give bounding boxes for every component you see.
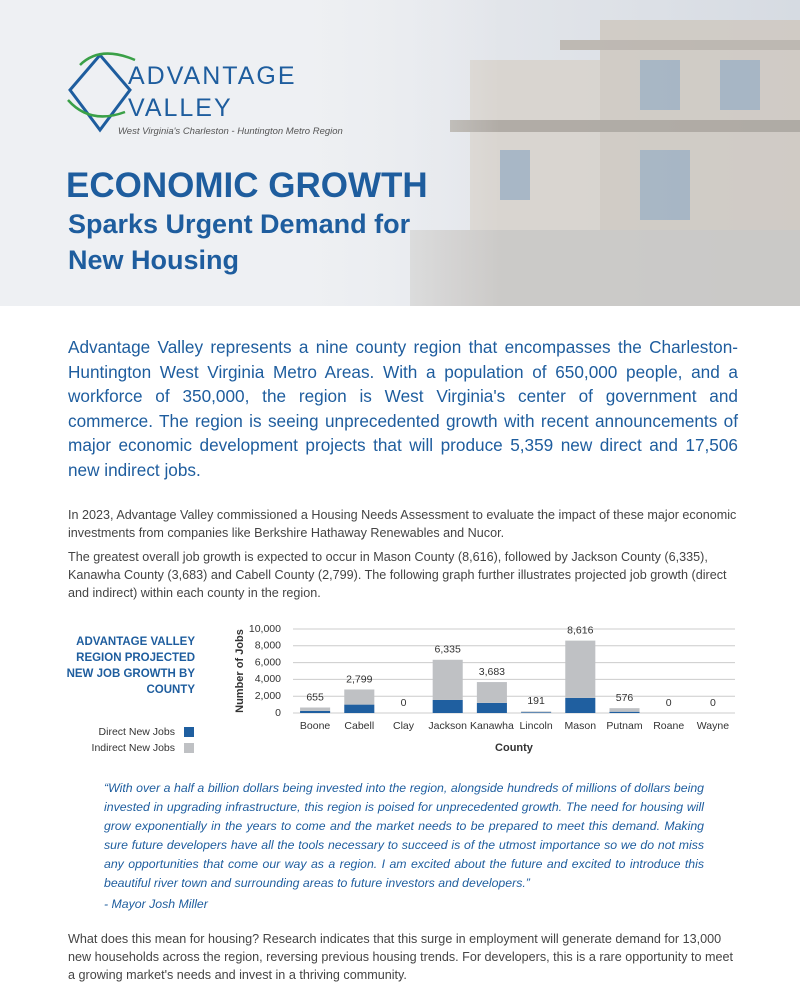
header-art <box>0 0 800 306</box>
closing: What does this mean for housing? Researc… <box>68 932 734 982</box>
title: ECONOMIC GROWTH <box>66 166 428 205</box>
bar-segment <box>476 702 507 713</box>
paragraph: The greatest overall job growth is expec… <box>68 550 727 600</box>
total-label: 0 <box>401 697 407 709</box>
x-axis-title: County <box>495 742 534 754</box>
bar-segment <box>521 712 552 713</box>
x-tick-label: Putnam <box>606 720 642 732</box>
chart-title: ADVANTAGE VALLEY REGION PROJECTED NEW JO… <box>66 636 195 696</box>
bar-segment <box>609 708 640 712</box>
logo-tagline: West Virginia's Charleston - Huntington … <box>118 126 343 137</box>
bar-segment <box>300 710 331 713</box>
paragraph: In 2023, Advantage Valley commissioned a… <box>68 508 737 540</box>
bar-segment <box>344 704 375 713</box>
legend-label: Indirect New Jobs <box>92 742 175 754</box>
total-label: 8,616 <box>567 624 593 636</box>
quote-author: - Mayor Josh Miller <box>104 897 208 911</box>
logo-word: VALLEY <box>128 94 233 122</box>
y-tick-label: 0 <box>275 707 281 719</box>
total-label: 655 <box>306 691 324 703</box>
bar-segment <box>476 682 507 703</box>
logo-word: ADVANTAGE <box>128 62 297 90</box>
total-label: 0 <box>710 697 716 709</box>
bar-segment <box>432 659 463 700</box>
x-tick-label: Roane <box>653 720 684 732</box>
legend-label: Direct New Jobs <box>99 726 175 738</box>
quote: “With over a half a billion dollars bein… <box>104 781 704 890</box>
total-label: 2,799 <box>346 673 372 685</box>
y-tick-label: 4,000 <box>255 673 281 685</box>
total-label: 191 <box>527 695 545 707</box>
x-tick-label: Mason <box>565 720 597 732</box>
x-tick-label: Kanawha <box>470 720 514 732</box>
total-label: 0 <box>666 697 672 709</box>
y-tick-label: 6,000 <box>255 656 281 668</box>
total-label: 6,335 <box>435 644 461 656</box>
x-tick-label: Cabell <box>344 720 374 732</box>
bar-segment <box>344 689 375 705</box>
x-tick-label: Lincoln <box>519 720 552 732</box>
bar-segment <box>521 711 552 713</box>
header: ADVANTAGE VALLEY West Virginia's Charles… <box>0 0 800 306</box>
y-tick-label: 8,000 <box>255 640 281 652</box>
legend-swatch <box>184 727 194 737</box>
bar-segment <box>609 711 640 713</box>
total-label: 3,683 <box>479 666 505 678</box>
subtitle: Sparks Urgent Demand for New Housing <box>68 209 411 275</box>
y-tick-label: 10,000 <box>249 623 281 635</box>
bar-segment <box>300 707 331 711</box>
bar-segment <box>565 697 596 713</box>
x-tick-label: Jackson <box>428 720 467 732</box>
x-tick-label: Wayne <box>697 720 729 732</box>
legend-swatch <box>184 743 194 753</box>
bar-segment <box>432 699 463 713</box>
total-label: 576 <box>616 692 634 704</box>
y-tick-label: 2,000 <box>255 690 281 702</box>
y-axis-title: Number of Jobs <box>234 629 246 713</box>
x-tick-label: Clay <box>393 720 415 732</box>
x-tick-label: Boone <box>300 720 331 732</box>
bar-segment <box>565 640 596 698</box>
intro: Advantage Valley represents a nine count… <box>68 337 738 480</box>
